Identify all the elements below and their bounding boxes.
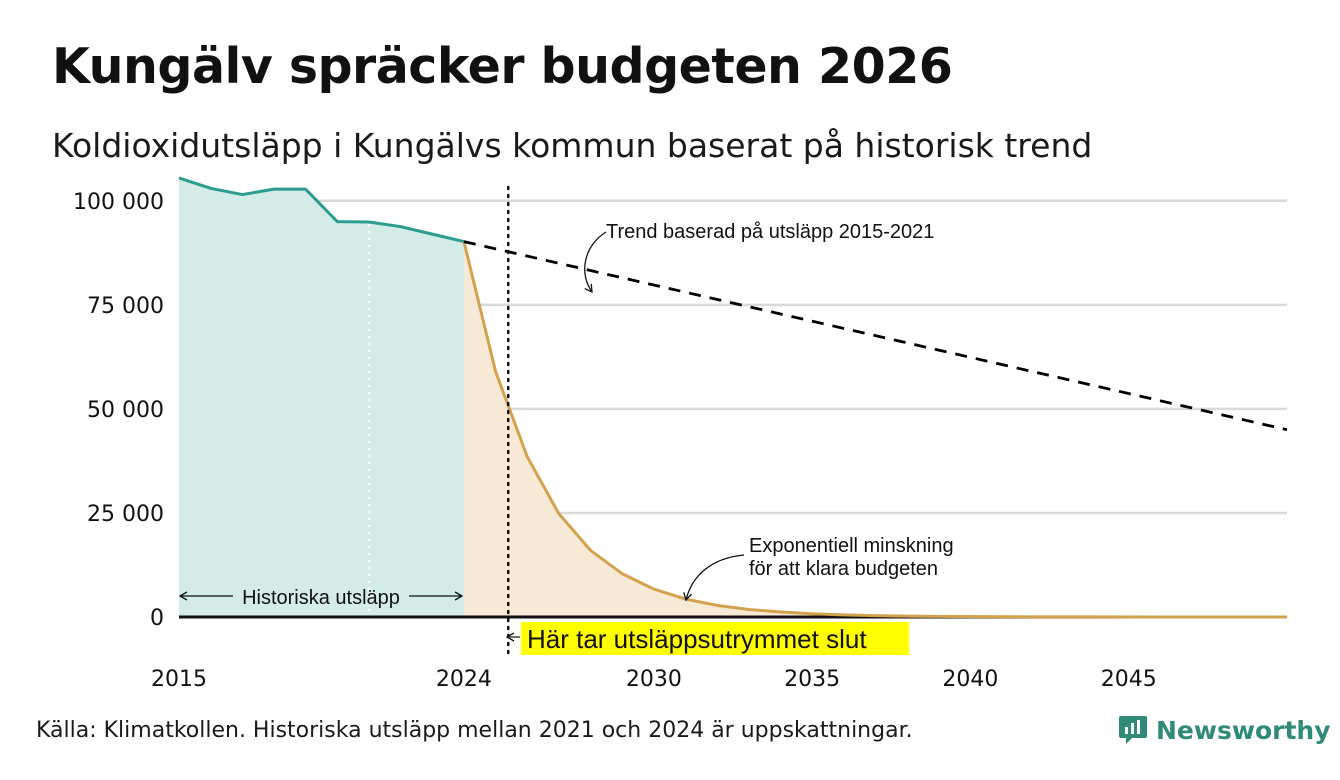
y-tick-label: 25 000 — [87, 502, 164, 527]
y-tick-label: 100 000 — [73, 190, 164, 215]
brand-name: Newsworthy — [1156, 715, 1331, 745]
chart-subtitle: Koldioxidutsläpp i Kungälvs kommun baser… — [52, 126, 1093, 165]
area-fills — [179, 177, 1287, 617]
brand: Newsworthy — [1118, 714, 1331, 746]
historical-label: Historiska utsläpp — [242, 587, 400, 609]
historical-area — [179, 177, 464, 617]
x-axis-ticks: 2015 2024 2030 2035 2040 2045 — [151, 667, 1157, 692]
y-tick-label: 75 000 — [87, 294, 164, 319]
x-tick-label: 2030 — [626, 667, 682, 692]
y-tick-label: 50 000 — [87, 398, 164, 423]
exponential-line — [462, 241, 1288, 619]
historical-line — [178, 176, 465, 244]
x-tick-label: 2015 — [151, 667, 207, 692]
chart-title: Kungälv spräcker budgeten 2026 — [52, 38, 953, 95]
exp-annotation-line2: för att klara budgeten — [749, 558, 938, 580]
source-note: Källa: Klimatkollen. Historiska utsläpp … — [36, 718, 913, 743]
x-tick-label: 2024 — [436, 667, 492, 692]
x-tick-label: 2040 — [942, 667, 998, 692]
trend-line — [463, 240, 1288, 432]
trend-annotation-arrow — [584, 231, 607, 294]
trend-annotation: Trend baserad på utsläpp 2015-2021 — [606, 221, 934, 243]
budget-end-highlight — [521, 622, 909, 655]
exp-annotation-line1: Exponentiell minskning — [749, 535, 954, 557]
x-tick-label: 2045 — [1101, 667, 1157, 692]
x-tick-label: 2035 — [784, 667, 840, 692]
exp-annotation-arrow — [683, 554, 745, 602]
newsworthy-logo-icon — [1119, 716, 1147, 744]
budget-end-label: Här tar utsläppsutrymmet slut — [527, 624, 867, 654]
y-tick-label: 0 — [150, 606, 164, 631]
budget-area — [463, 241, 1287, 617]
series-lines — [178, 176, 1288, 657]
y-axis-ticks: 0 25 000 50 000 75 000 100 000 — [73, 190, 164, 631]
